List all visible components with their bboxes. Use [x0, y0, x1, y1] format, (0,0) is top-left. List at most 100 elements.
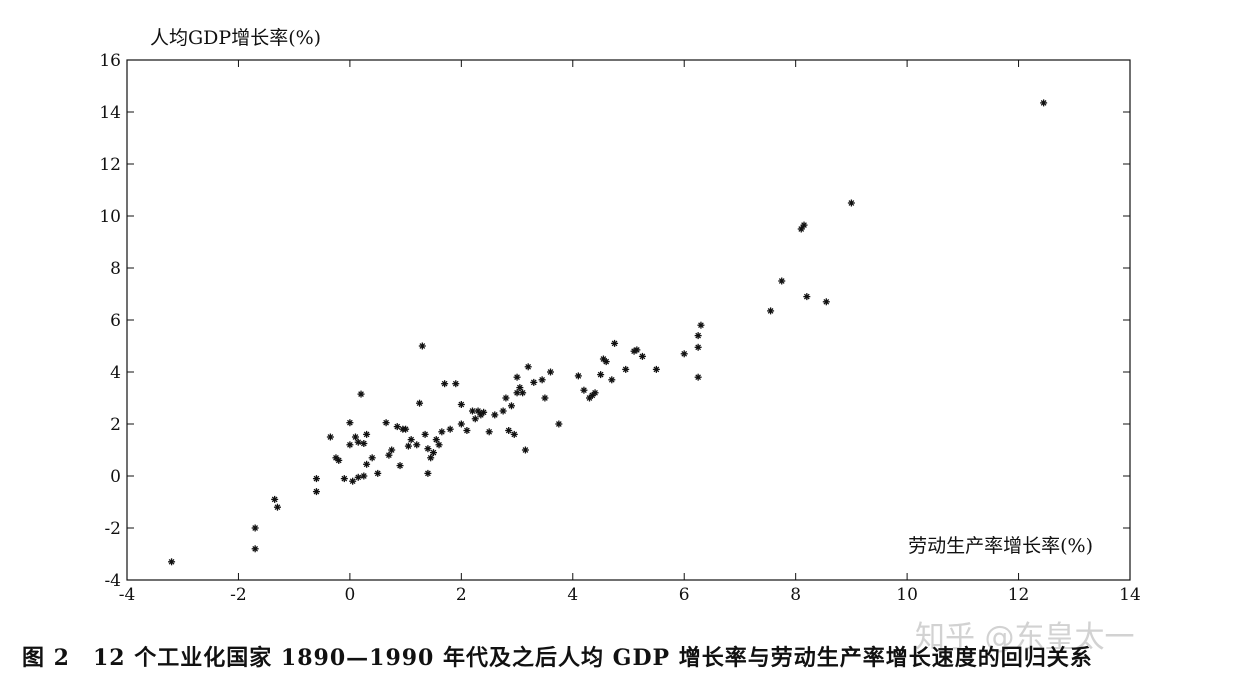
- data-point: [580, 386, 588, 394]
- data-point: [424, 469, 432, 477]
- data-point: [452, 380, 460, 388]
- data-point: [393, 423, 401, 431]
- data-point: [608, 376, 616, 384]
- data-point: [694, 332, 702, 340]
- data-point: [513, 373, 521, 381]
- data-point: [652, 365, 660, 373]
- data-point: [803, 293, 811, 301]
- data-point: [432, 436, 440, 444]
- axes-group: [126, 59, 1131, 581]
- data-point: [680, 350, 688, 358]
- data-point: [521, 446, 529, 454]
- data-point: [510, 430, 518, 438]
- y-tick-label: 6: [110, 311, 121, 331]
- data-point: [363, 430, 371, 438]
- x-tick-label: 4: [567, 585, 578, 605]
- x-axis-title: 劳动生产率增长率(%): [908, 535, 1093, 557]
- data-point: [251, 524, 259, 532]
- watermark-text: 知乎 @东皇太一: [915, 620, 1135, 655]
- data-point: [611, 339, 619, 347]
- data-point: [396, 462, 404, 470]
- data-point: [326, 433, 334, 441]
- data-point: [404, 442, 412, 450]
- data-point: [519, 389, 527, 397]
- x-tick-label: 8: [790, 585, 801, 605]
- data-point: [418, 342, 426, 350]
- data-point: [421, 430, 429, 438]
- y-tick-label: 10: [99, 207, 121, 227]
- data-point: [463, 427, 471, 434]
- y-tick-label: -2: [104, 519, 121, 539]
- data-point: [505, 427, 513, 434]
- data-point: [312, 475, 320, 483]
- data-point: [251, 545, 259, 553]
- data-point: [597, 371, 605, 379]
- data-point: [354, 438, 362, 446]
- data-point: [457, 401, 465, 408]
- x-tick-label: 2: [456, 585, 467, 605]
- data-point: [485, 428, 493, 436]
- x-tick-label: -2: [230, 585, 247, 605]
- data-point: [271, 495, 279, 503]
- data-point: [530, 378, 538, 386]
- figure-caption: 图 2 12 个工业化国家 1890—1990 年代及之后人均 GDP 增长率与…: [22, 645, 1093, 671]
- y-tick-label: 14: [99, 103, 121, 123]
- y-tick-label: 4: [110, 363, 121, 383]
- data-point: [357, 390, 365, 398]
- x-tick-label: 10: [896, 585, 918, 605]
- data-point: [502, 394, 510, 402]
- points-group: [168, 99, 1048, 566]
- data-point: [480, 408, 488, 416]
- data-point: [413, 441, 421, 449]
- data-point: [441, 380, 449, 388]
- y-tick-label: 0: [110, 467, 121, 487]
- data-point: [499, 407, 507, 415]
- data-point: [474, 407, 482, 415]
- x-tick-label: 0: [344, 585, 355, 605]
- data-point: [516, 384, 524, 392]
- data-point: [822, 298, 830, 306]
- y-tick-label: 16: [99, 51, 121, 71]
- data-point: [1040, 99, 1048, 107]
- data-point: [382, 419, 390, 427]
- ticks-group: -4 -2 0 2 4 6 8 10 12 14 -4 -2 0 2 4 6 8 10 12 14 16: [99, 51, 1140, 605]
- data-point: [374, 469, 382, 477]
- data-point: [602, 358, 610, 366]
- y-axis-title: 人均GDP增长率(%): [150, 27, 321, 49]
- data-point: [694, 373, 702, 381]
- data-point: [351, 433, 359, 441]
- data-point: [354, 473, 362, 481]
- data-point: [622, 365, 630, 373]
- y-tick-label: 2: [110, 415, 121, 435]
- data-point: [797, 225, 805, 233]
- data-point: [312, 488, 320, 496]
- data-point: [778, 277, 786, 285]
- data-point: [767, 307, 775, 315]
- y-tick-label: 12: [99, 155, 121, 175]
- data-point: [273, 503, 281, 511]
- data-point: [471, 415, 479, 423]
- x-tick-label: 12: [1008, 585, 1030, 605]
- data-point: [168, 558, 176, 566]
- data-point: [446, 425, 454, 433]
- data-point: [638, 352, 646, 360]
- data-point: [360, 440, 368, 447]
- data-point: [694, 343, 702, 351]
- data-point: [349, 477, 357, 485]
- data-point: [340, 475, 348, 483]
- data-point: [541, 394, 549, 402]
- data-point: [574, 372, 582, 380]
- data-point: [363, 460, 371, 468]
- data-point: [507, 402, 515, 410]
- data-point: [438, 428, 446, 436]
- data-point: [407, 436, 415, 444]
- data-point: [435, 441, 443, 449]
- data-point: [360, 472, 368, 480]
- y-tick-label: 8: [110, 259, 121, 279]
- data-point: [633, 346, 641, 354]
- x-tick-label: 6: [679, 585, 690, 605]
- data-point: [388, 446, 396, 454]
- data-point: [385, 451, 393, 459]
- data-point: [427, 454, 435, 462]
